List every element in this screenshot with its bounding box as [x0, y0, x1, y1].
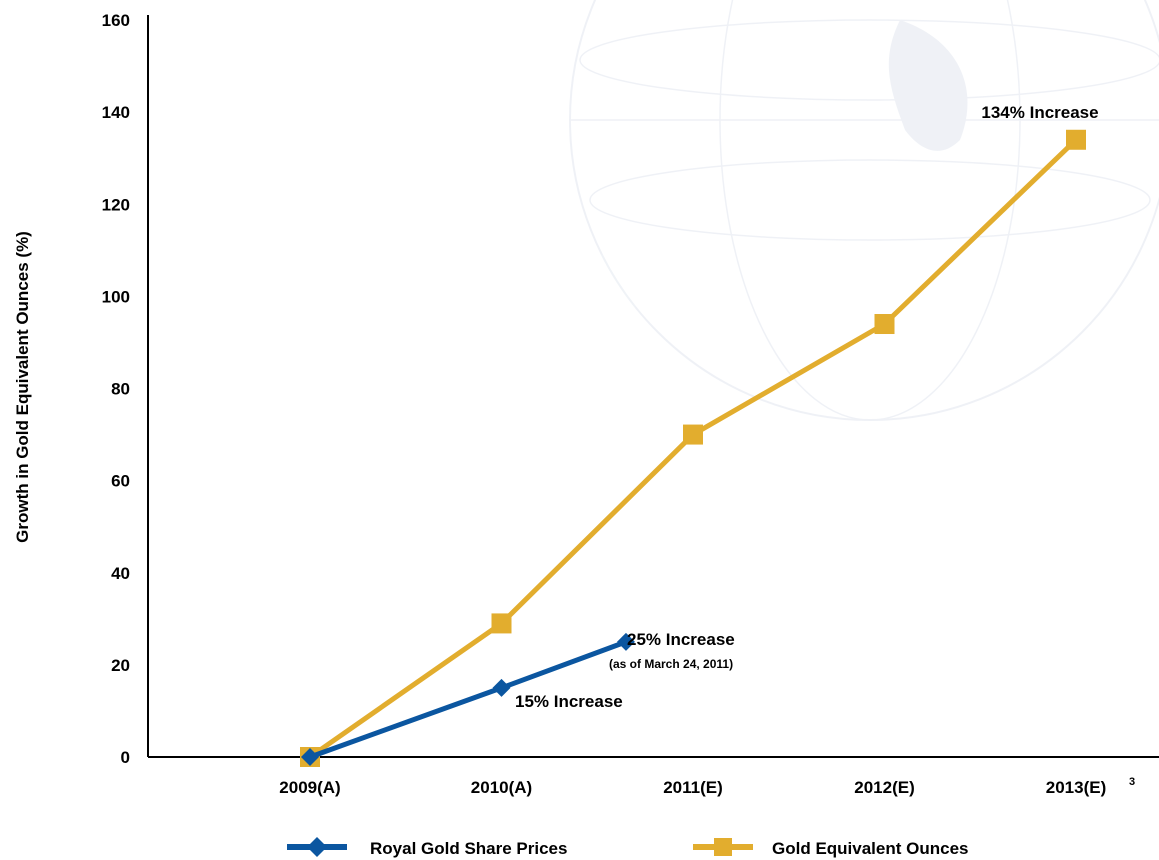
- x-tick-superscript: 3: [1129, 776, 1135, 788]
- x-tick-label: 2009(A): [279, 778, 340, 797]
- annotation-25-increase: 25% Increase: [627, 630, 735, 649]
- legend-square-marker: [714, 838, 732, 856]
- y-tick-label: 60: [111, 472, 130, 491]
- legend-item-gold-equivalent: Gold Equivalent Ounces: [693, 838, 968, 858]
- data-point-gold-equivalent: [874, 314, 895, 335]
- data-point-gold-equivalent: [683, 424, 703, 445]
- y-tick-label: 80: [111, 380, 130, 399]
- data-point-gold-equivalent: [491, 613, 512, 634]
- data-point-royal-gold: [616, 632, 635, 651]
- y-tick-label: 20: [111, 656, 130, 675]
- annotation-134-increase: 134% Increase: [981, 103, 1098, 122]
- y-tick-label: 40: [111, 564, 130, 583]
- y-tick-label: 120: [102, 195, 130, 214]
- y-axis-label: Growth in Gold Equivalent Ounces (%): [13, 231, 32, 543]
- y-tick-label: 0: [121, 748, 130, 767]
- data-point-gold-equivalent: [1066, 129, 1086, 150]
- y-tick-label: 160: [102, 11, 130, 30]
- annotation-25-note: (as of March 24, 2011): [609, 657, 733, 671]
- data-point-royal-gold: [492, 678, 511, 697]
- x-tick-labels: 2009(A) 2010(A) 2011(E) 2012(E) 2013(E) 3: [279, 776, 1135, 797]
- legend-diamond-marker: [307, 837, 327, 857]
- annotation-15-increase: 15% Increase: [515, 692, 623, 711]
- x-tick-label: 2012(E): [854, 778, 914, 797]
- legend-label-gold-equivalent: Gold Equivalent Ounces: [772, 839, 968, 858]
- globe-watermark: [569, 0, 1159, 421]
- legend: Royal Gold Share Prices Gold Equivalent …: [287, 837, 968, 858]
- y-tick-label: 140: [102, 103, 130, 122]
- series-layer: [300, 129, 1086, 767]
- x-tick-label: 2011(E): [663, 778, 723, 797]
- y-tick-label: 100: [102, 287, 130, 306]
- x-tick-label: 2013(E): [1046, 778, 1106, 797]
- legend-item-royal-gold: Royal Gold Share Prices: [287, 837, 567, 858]
- legend-label-royal-gold: Royal Gold Share Prices: [370, 839, 567, 858]
- y-tick-labels: 0 20 40 60 80 100 120 140 160: [102, 11, 130, 767]
- data-point-royal-gold: [301, 748, 319, 766]
- x-tick-label: 2010(A): [471, 778, 532, 797]
